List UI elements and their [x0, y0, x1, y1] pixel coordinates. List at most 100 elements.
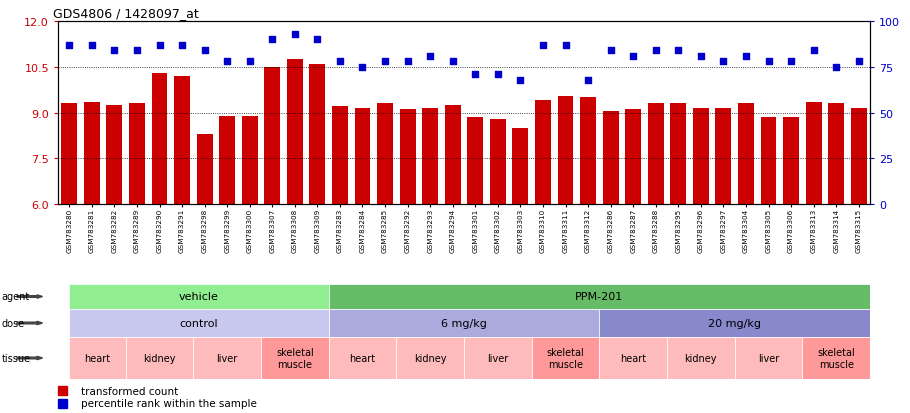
Text: GDS4806 / 1428097_at: GDS4806 / 1428097_at	[54, 7, 199, 20]
Bar	[851, 109, 866, 204]
Point	[152, 43, 167, 49]
Text: kidney: kidney	[684, 353, 717, 363]
Point	[513, 77, 528, 84]
Bar	[600, 337, 667, 379]
Text: liver: liver	[487, 353, 509, 363]
Point	[536, 43, 551, 49]
Bar	[602, 112, 619, 204]
Point	[693, 53, 708, 60]
Bar	[377, 104, 393, 204]
Text: skeletal
muscle: skeletal muscle	[817, 347, 855, 369]
Bar	[625, 110, 641, 204]
Point	[762, 59, 776, 65]
Point	[62, 43, 76, 49]
Point	[107, 48, 122, 55]
Point	[378, 59, 392, 65]
Bar	[261, 337, 329, 379]
Bar	[287, 60, 303, 204]
Bar	[69, 337, 126, 379]
Point	[829, 64, 844, 71]
Bar	[61, 104, 77, 204]
Bar	[329, 284, 870, 309]
Point	[310, 37, 325, 43]
Bar	[126, 337, 193, 379]
Bar	[332, 107, 348, 204]
Point	[558, 43, 572, 49]
Text: percentile rank within the sample: percentile rank within the sample	[81, 398, 257, 408]
Text: skeletal
muscle: skeletal muscle	[276, 347, 314, 369]
Bar	[69, 284, 329, 309]
Bar	[738, 104, 753, 204]
Bar	[512, 128, 529, 204]
Bar	[784, 118, 799, 204]
Text: tissue: tissue	[2, 353, 31, 363]
Point	[852, 59, 866, 65]
Bar	[84, 102, 100, 204]
Bar	[69, 309, 329, 337]
Point	[649, 48, 663, 55]
Text: heart: heart	[85, 353, 110, 363]
Text: dose: dose	[2, 318, 25, 328]
Bar	[399, 110, 416, 204]
Bar	[152, 74, 167, 204]
Bar	[329, 337, 397, 379]
Bar	[490, 119, 506, 204]
Bar	[734, 337, 803, 379]
Bar	[828, 104, 844, 204]
Text: kidney: kidney	[414, 353, 447, 363]
Point	[242, 59, 257, 65]
Bar	[803, 337, 870, 379]
Bar	[671, 104, 686, 204]
Text: 20 mg/kg: 20 mg/kg	[708, 318, 761, 328]
Point	[265, 37, 279, 43]
Bar	[581, 98, 596, 204]
Bar	[265, 68, 280, 204]
Bar	[174, 77, 190, 204]
Bar	[219, 116, 235, 204]
Point	[490, 71, 505, 78]
Point	[581, 77, 595, 84]
Bar	[600, 309, 870, 337]
Text: control: control	[179, 318, 218, 328]
Text: vehicle: vehicle	[179, 292, 219, 302]
Text: liver: liver	[217, 353, 238, 363]
Bar	[422, 109, 438, 204]
Bar	[693, 109, 709, 204]
Bar	[715, 109, 732, 204]
Point	[400, 59, 415, 65]
Text: transformed count: transformed count	[81, 386, 178, 396]
Point	[423, 53, 438, 60]
Point	[739, 53, 753, 60]
Point	[626, 53, 641, 60]
Point	[333, 59, 348, 65]
Bar	[129, 104, 145, 204]
Bar	[445, 106, 460, 204]
Bar	[761, 118, 776, 204]
Point	[671, 48, 685, 55]
Bar	[667, 337, 734, 379]
Point	[197, 48, 212, 55]
Bar	[329, 309, 600, 337]
Point	[603, 48, 618, 55]
Bar	[242, 116, 258, 204]
Bar	[805, 102, 822, 204]
Text: agent: agent	[2, 292, 30, 302]
Bar	[558, 97, 573, 204]
Bar	[648, 104, 663, 204]
Point	[355, 64, 369, 71]
Bar	[468, 118, 483, 204]
Text: 6 mg/kg: 6 mg/kg	[441, 318, 487, 328]
Point	[716, 59, 731, 65]
Point	[445, 59, 460, 65]
Text: heart: heart	[349, 353, 376, 363]
Point	[806, 48, 821, 55]
Point	[85, 43, 99, 49]
Point	[288, 31, 302, 38]
Bar	[464, 337, 531, 379]
Bar	[535, 101, 551, 204]
Point	[784, 59, 798, 65]
Text: PPM-201: PPM-201	[575, 292, 623, 302]
Text: heart: heart	[620, 353, 646, 363]
Text: skeletal
muscle: skeletal muscle	[547, 347, 584, 369]
Bar	[309, 64, 325, 204]
